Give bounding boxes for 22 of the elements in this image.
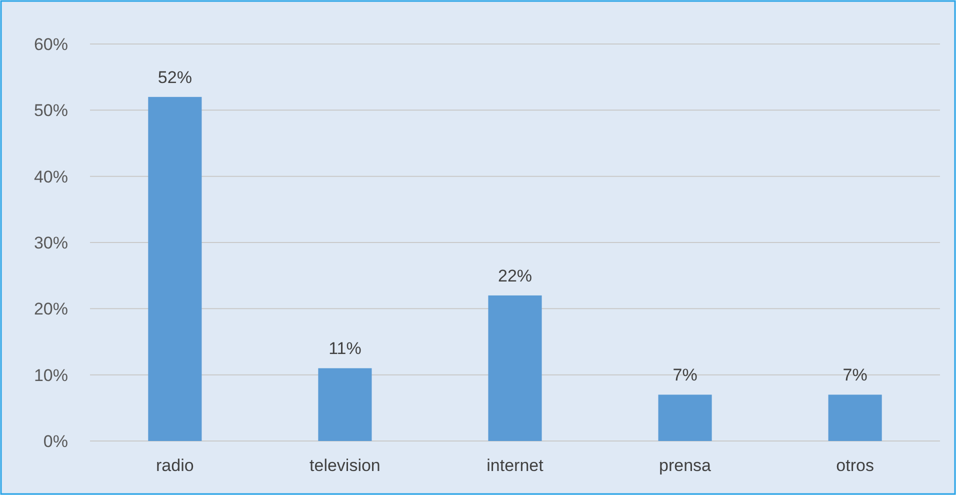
data-label: 7% (842, 366, 868, 385)
data-label: 7% (672, 366, 698, 385)
bar (318, 368, 372, 441)
y-tick-label: 60% (34, 34, 68, 54)
y-tick-label: 40% (34, 167, 68, 186)
bar (658, 394, 712, 441)
x-tick-label: otros (836, 456, 874, 475)
y-tick-label: 20% (34, 300, 68, 319)
bar (148, 96, 202, 441)
y-tick-label: 10% (34, 366, 68, 385)
y-tick-label: 0% (43, 432, 68, 451)
data-label: 11% (328, 339, 362, 358)
data-label: 22% (498, 266, 532, 286)
data-label: 52% (158, 68, 192, 87)
x-tick-label: prensa (659, 456, 712, 475)
y-tick-label: 30% (34, 233, 68, 252)
bar (828, 394, 882, 441)
y-tick-label: 50% (34, 101, 68, 120)
x-tick-label: television (310, 456, 380, 475)
x-tick-label: radio (156, 456, 194, 475)
x-tick-label: internet (486, 456, 544, 475)
bar (488, 295, 542, 441)
